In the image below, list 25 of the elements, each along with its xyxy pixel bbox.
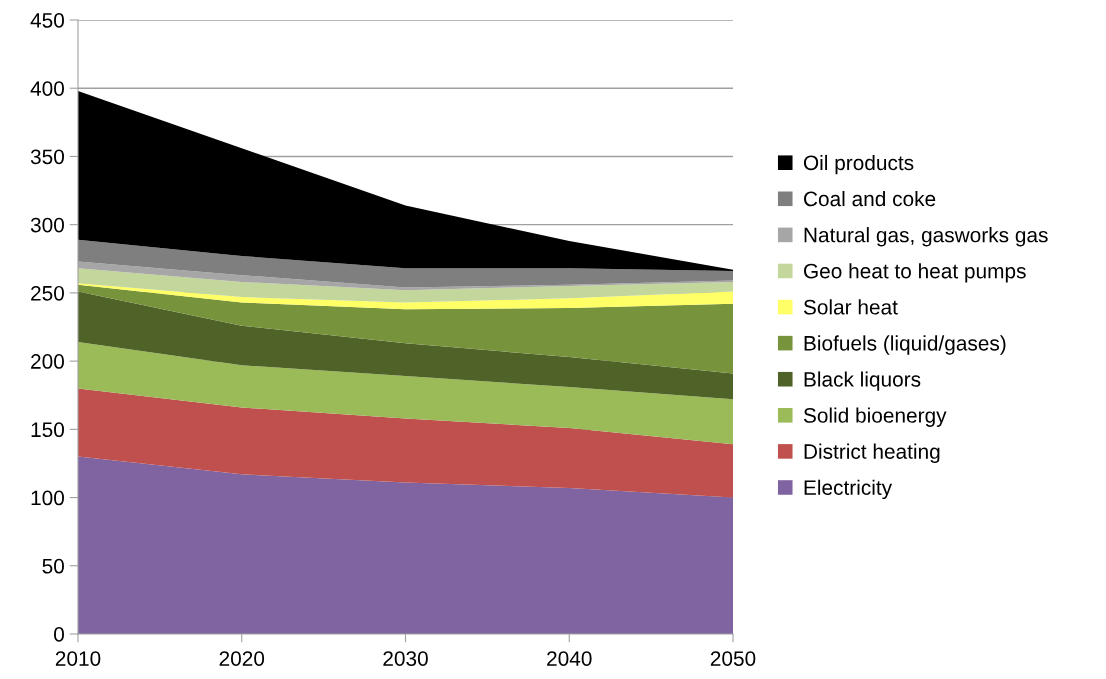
x-tick-label: 2050 [710,651,756,666]
x-tick-label: 2020 [219,651,265,666]
legend-label: Geo heat to heat pumps [804,263,1026,283]
legend-label: Black liquors [804,371,921,391]
y-tick-label: 400 [30,81,64,96]
legend-label: Biofuels (liquid/gases) [804,335,1006,355]
y-tick-label: 300 [30,217,64,233]
y-tick-label: 450 [30,13,64,28]
legend-label: Natural gas, gasworks gas [804,227,1048,247]
legend-label: District heating [804,443,940,464]
legend-label: Coal and coke [804,190,936,207]
y-tick-label: 200 [31,354,64,369]
y-tick-label: 250 [31,285,64,301]
legend-label: Oil products [803,154,914,175]
legend-label: Solar heat [803,299,898,315]
legend-label: Solid bioenergy [803,407,947,427]
y-tick-label: 50 [42,558,64,574]
y-tick-label: 350 [30,149,64,165]
x-tick-label: 2010 [55,651,101,666]
x-tick-label: 2030 [383,651,428,666]
y-tick-label: 0 [54,627,64,642]
y-tick-label: 150 [31,422,64,438]
legend-label: Electricity [804,479,893,500]
y-tick-label: 100 [31,490,64,506]
x-tick-label: 2040 [547,651,592,666]
